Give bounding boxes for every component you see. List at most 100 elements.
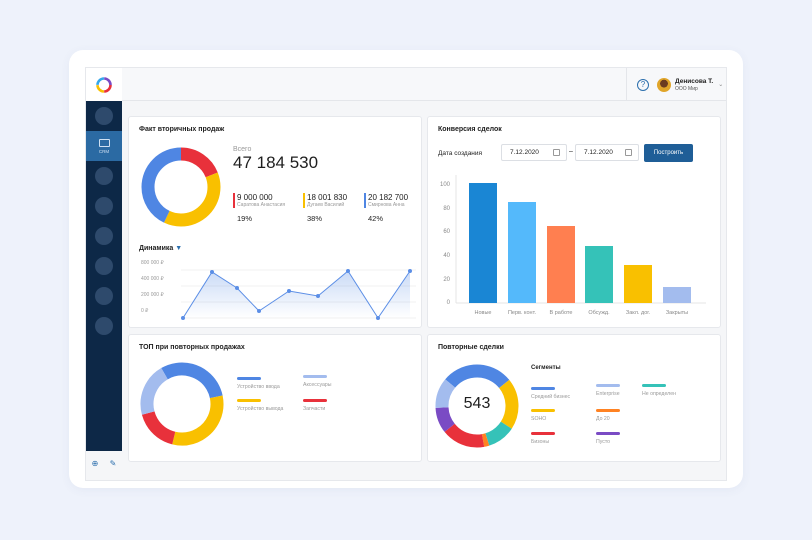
sidebar: CRM (86, 101, 122, 451)
sidebar-item-8[interactable] (86, 311, 122, 341)
legend-label: Аксессуары (303, 382, 332, 388)
legend-label: Устройство ввода (237, 384, 280, 390)
legend-label: До 20 (596, 416, 610, 422)
legend-item: Не определен (642, 384, 676, 397)
person-2: 18 001 830 Дугаев Василий (303, 193, 347, 208)
dynamics-title-text: Динамика (139, 245, 174, 252)
top-bar: ? Денисова Т. ООО Мир ⌄ (86, 68, 726, 101)
app-icon (95, 287, 113, 305)
filter-icon[interactable]: ▼ (175, 245, 183, 252)
app-icon (95, 197, 113, 215)
svg-text:Обсужд.: Обсужд. (588, 310, 610, 316)
sidebar-item-1[interactable] (86, 101, 122, 131)
svg-text:100: 100 (440, 182, 451, 188)
legend-label: Запчасти (303, 406, 326, 412)
sidebar-crm-label: CRM (98, 148, 110, 154)
avatar (657, 77, 671, 92)
repeat-center-value: 543 (463, 395, 491, 412)
sales-title: Факт вторичных продаж (139, 126, 225, 133)
date-from-value: 7.12.2020 (510, 149, 539, 156)
calendar-icon[interactable] (553, 149, 560, 156)
legend-item: Запчасти (303, 399, 327, 412)
app-icon (95, 227, 113, 245)
legend-swatch (237, 399, 261, 402)
legend-label: Средний бизнес (531, 394, 571, 400)
build-button[interactable]: Построить (644, 144, 693, 162)
chevron-down-icon[interactable]: ⌄ (718, 82, 724, 88)
y-label: 200 000 ₽ (141, 292, 164, 298)
svg-text:40: 40 (443, 253, 450, 259)
sales-card: Факт вторичных продаж Всего 47 184 530 9… (128, 116, 422, 328)
svg-text:80: 80 (443, 206, 450, 212)
total-label: Всего (233, 146, 252, 153)
svg-text:20: 20 (443, 277, 450, 283)
y-label: 800 000 ₽ (141, 260, 164, 266)
legend-item: До 20 (596, 409, 620, 422)
legend-item: Пусто (596, 432, 620, 445)
legend-swatch (596, 432, 620, 435)
add-icon[interactable]: ⊕ (91, 458, 99, 468)
svg-text:0: 0 (447, 300, 451, 306)
date-to-value: 7.12.2020 (584, 149, 613, 156)
svg-text:В работе: В работе (550, 310, 573, 316)
top-title: ТОП при повторных продажах (139, 344, 245, 351)
top-sales-card: ТОП при повторных продажах Устройство вв… (128, 334, 422, 462)
app-window: ? Денисова Т. ООО Мир ⌄ CRM ⊕ ✎ Факт вто… (85, 67, 727, 481)
legend-item: Аксессуары (303, 375, 332, 388)
sidebar-item-6[interactable] (86, 251, 122, 281)
wrench-icon[interactable]: ✎ (109, 458, 117, 468)
sidebar-item-7[interactable] (86, 281, 122, 311)
sidebar-item-4[interactable] (86, 191, 122, 221)
person-name: Смирнова Анна (368, 202, 405, 208)
legend-label: Пусто (596, 439, 611, 445)
person-1: 9 000 000 Саратова Анастасия (233, 193, 285, 208)
app-icon (95, 167, 113, 185)
legend-swatch (531, 432, 555, 435)
date-dash: – (569, 148, 573, 155)
legend-label: Enterprise (596, 391, 620, 397)
legend-item: Enterprise (596, 384, 620, 397)
repeat-title: Повторные сделки (438, 344, 504, 351)
y-label: 400 000 ₽ (141, 276, 164, 282)
sidebar-item-3[interactable] (86, 161, 122, 191)
logo-icon (96, 76, 112, 93)
conversion-title: Конверсия сделок (438, 126, 502, 133)
person-pct: 38% (307, 214, 323, 223)
conversion-bar-chart: 100 80 60 40 20 0 Новые Перв. конт. В работе Обс… (440, 175, 706, 316)
svg-text:60: 60 (443, 229, 450, 235)
legend-item: Устройство ввода (237, 377, 280, 390)
app-logo[interactable] (86, 68, 122, 101)
person-3: 20 182 700 Смирнова Анна (364, 193, 408, 208)
legend-label: Устройство вывода (237, 406, 284, 412)
legend-swatch (596, 384, 620, 387)
app-icon (95, 107, 113, 125)
legend-swatch (642, 384, 666, 387)
legend-swatch (237, 377, 261, 380)
person-value: 18 001 830 (307, 193, 348, 202)
dynamics-title: Динамика ▼ (139, 245, 182, 252)
app-icon (95, 257, 113, 275)
legend-swatch (303, 399, 327, 402)
person-value: 20 182 700 (368, 193, 409, 202)
conversion-card: Конверсия сделок Дата создания 7.12.2020… (427, 116, 721, 328)
person-name: Дугаев Василий (307, 202, 345, 208)
app-icon (95, 317, 113, 335)
legend-item: Средний бизнес (531, 387, 570, 400)
user-org: ООО Мир (675, 85, 698, 92)
repeat-deals-card: Повторные сделки 543 Сегменты Средний би… (427, 334, 721, 462)
user-name: Денисова Т. (675, 77, 714, 85)
help-icon[interactable]: ? (637, 78, 649, 91)
person-pct: 42% (368, 214, 384, 223)
calendar-icon[interactable] (625, 149, 632, 156)
svg-text:Новые: Новые (475, 310, 492, 316)
date-to-input[interactable]: 7.12.2020 (575, 144, 639, 161)
y-label: 0 ₽ (141, 308, 149, 314)
date-from-input[interactable]: 7.12.2020 (501, 144, 567, 161)
sidebar-footer: ⊕ ✎ (86, 453, 122, 473)
sidebar-item-5[interactable] (86, 221, 122, 251)
sidebar-item-crm[interactable]: CRM (86, 131, 122, 161)
person-value: 9 000 000 (237, 193, 273, 202)
legend-swatch (596, 409, 620, 412)
user-menu[interactable]: ? Денисова Т. ООО Мир ⌄ (626, 68, 726, 101)
svg-text:Перв. конт.: Перв. конт. (508, 310, 537, 316)
